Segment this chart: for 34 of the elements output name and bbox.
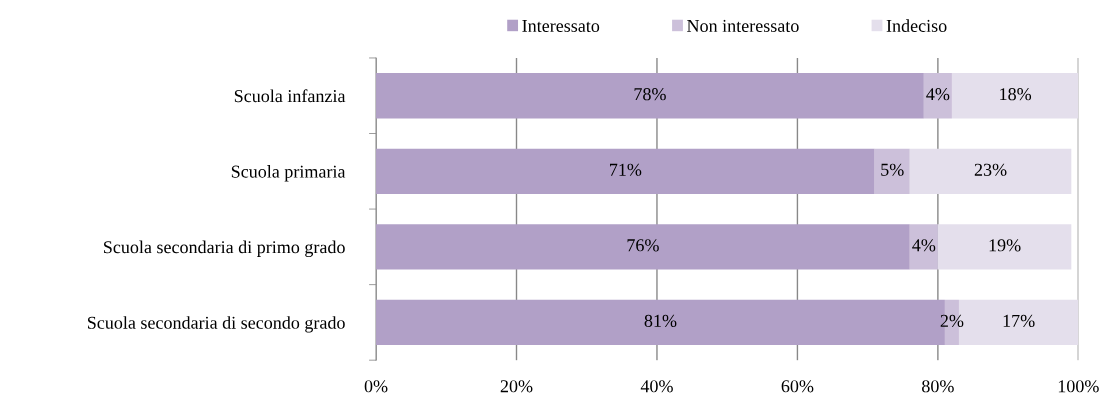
- data-label: 19%: [989, 239, 1021, 252]
- y-tick-label: Scuola secondaria di primo grado: [104, 240, 345, 258]
- bar: [909, 148, 1072, 194]
- data-label: 81%: [644, 314, 677, 327]
- bar: [376, 73, 924, 119]
- x-tick-label: 60%: [781, 380, 814, 393]
- x-tick-label: 100%: [1058, 380, 1099, 393]
- bar: [937, 224, 1072, 270]
- data-label: 4%: [926, 88, 950, 101]
- bar: [909, 224, 938, 270]
- data-label: 4%: [912, 239, 936, 252]
- y-tick-label: Scuola infanzia: [234, 89, 346, 103]
- bar: [874, 148, 910, 194]
- data-label: 5%: [881, 163, 904, 176]
- data-label: 23%: [974, 163, 1007, 176]
- data-label: 17%: [1003, 314, 1035, 327]
- y-tick-label: Scuola secondaria di secondo grado: [87, 316, 345, 333]
- bar: [923, 73, 952, 119]
- data-label: 2%: [940, 314, 964, 327]
- x-tick-label: 40%: [640, 380, 673, 393]
- legend-label: Indeciso: [886, 19, 947, 32]
- data-label: 76%: [627, 239, 659, 252]
- data-label: 71%: [610, 163, 642, 176]
- data-label: 78%: [634, 88, 666, 101]
- data-label: 18%: [1000, 88, 1032, 101]
- x-tick-label: 20%: [500, 380, 533, 393]
- x-tick-label: 0%: [364, 380, 388, 393]
- legend-label: Interessato: [522, 20, 600, 32]
- y-tick-label: Scuola primaria: [231, 165, 346, 182]
- bar: [951, 73, 1079, 119]
- x-tick-label: 80%: [922, 380, 954, 393]
- bar: [376, 224, 910, 270]
- legend-label: Non interessato: [687, 19, 799, 32]
- bar: [376, 148, 875, 194]
